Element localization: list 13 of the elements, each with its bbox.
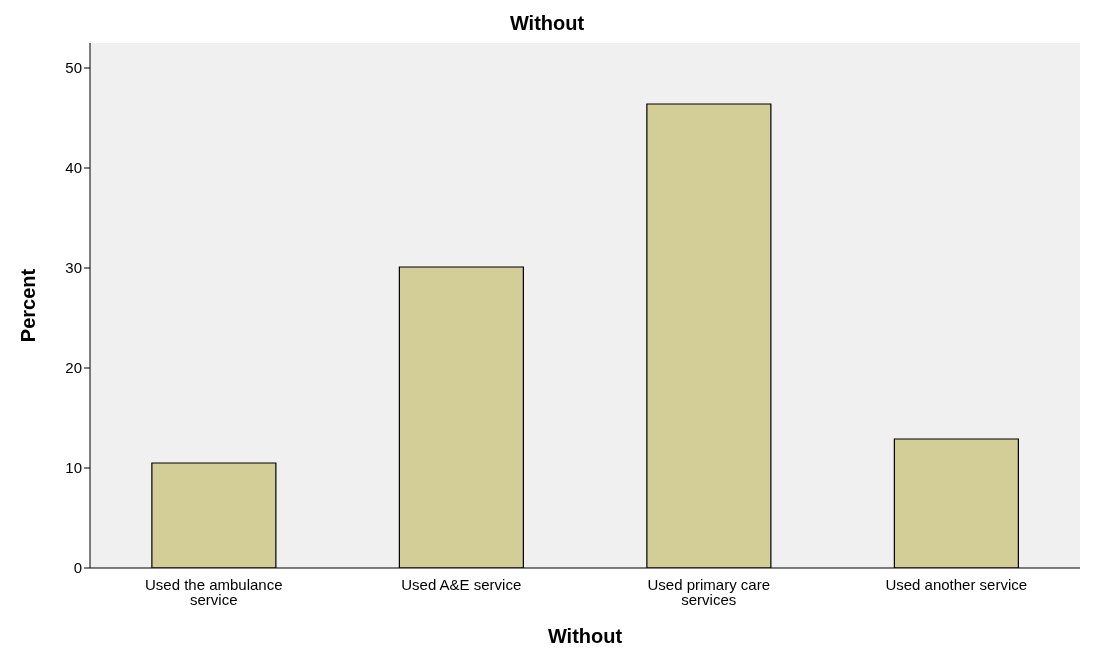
y-tick-label: 20 [65,359,82,377]
x-tick-label: Used the ambulance service [144,576,283,608]
y-tick-label: 50 [65,59,82,77]
y-tick-label: 30 [65,259,82,277]
y-tick-label: 0 [73,559,82,577]
x-tick-label: Used another service [885,576,1028,593]
y-tick-label: 10 [65,459,82,477]
y-axis-title: Percent [17,268,40,343]
x-tick-label: Used A&E service [401,576,522,593]
x-axis-title: Without [547,625,623,647]
y-tick-label: 40 [65,159,82,177]
x-tick-label: Used primary care services [647,576,771,608]
chart-title: Without [508,12,586,35]
